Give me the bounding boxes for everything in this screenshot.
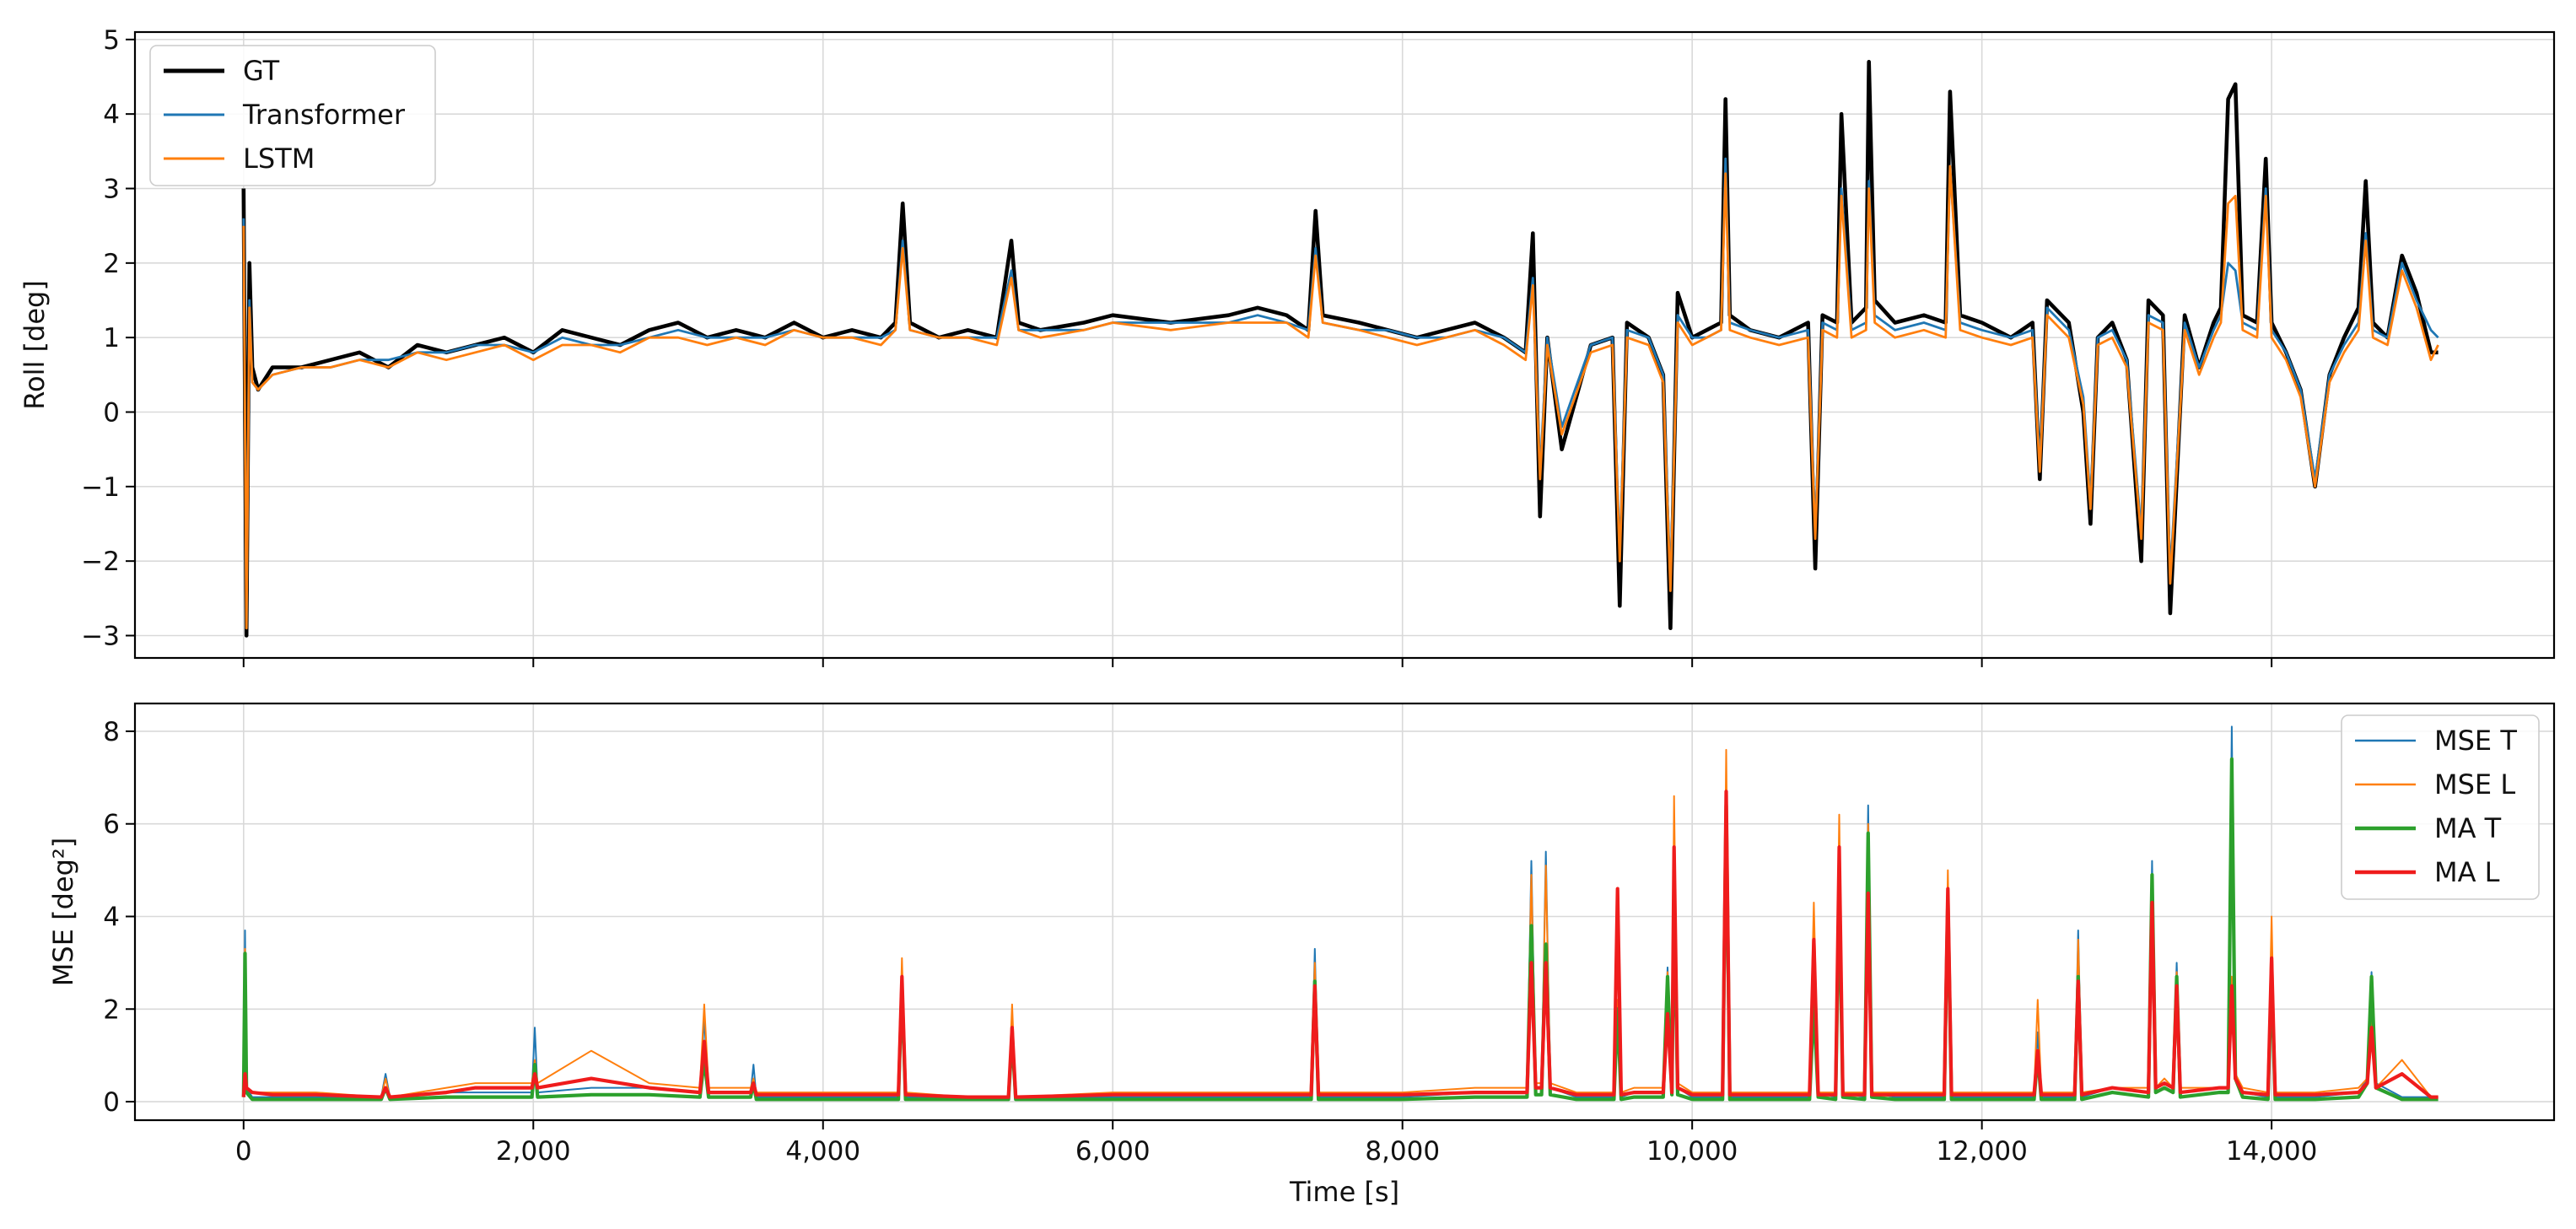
x-tick-label: 0 xyxy=(235,1136,252,1167)
legend-label-mse-t: MSE T xyxy=(2434,725,2517,757)
roll-y-axis-label: Roll [deg] xyxy=(19,280,51,410)
y-tick-label: 6 xyxy=(103,810,120,840)
y-tick-label: −1 xyxy=(81,472,120,503)
y-tick-label: 3 xyxy=(103,175,120,205)
x-axis-label: Time [s] xyxy=(1289,1176,1399,1208)
y-tick-label: 1 xyxy=(103,323,120,353)
y-tick-label: −2 xyxy=(81,547,120,577)
mse-legend: MSE T MSE L MA T MA L xyxy=(2341,714,2540,900)
mse-y-ticks: 0 2 4 6 8 xyxy=(103,717,135,1118)
mse-panel: 0 2 4 6 8 0 2,000 4,000 6,000 8,000 10,000 12,000 1… xyxy=(47,702,2556,1208)
y-tick-label: 2 xyxy=(103,249,120,279)
roll-plot-frame xyxy=(133,30,2556,660)
x-tick-label: 10,000 xyxy=(1646,1136,1738,1167)
legend-label-lstm: LSTM xyxy=(243,143,315,175)
x-tick-label: 4,000 xyxy=(785,1136,860,1167)
x-tick-label: 8,000 xyxy=(1365,1136,1440,1167)
mse-plot-area xyxy=(135,703,2554,1120)
y-tick-label: −3 xyxy=(81,622,120,652)
roll-plot-area xyxy=(135,32,2554,658)
y-tick-label: 0 xyxy=(103,398,120,429)
roll-panel: −3 −2 −1 0 1 2 3 4 5 Roll [deg] GT Transformer LST… xyxy=(19,25,2556,667)
series-line-ma-l xyxy=(241,790,2439,1099)
roll-x-ticks xyxy=(242,658,2273,667)
legend-frame xyxy=(2341,714,2540,900)
y-tick-label: 8 xyxy=(103,717,120,747)
mse-y-axis-label: MSE [deg²] xyxy=(47,838,79,986)
legend-label-ma-t: MA T xyxy=(2434,812,2502,844)
series-line-transformer xyxy=(242,157,2439,630)
x-tick-label: 2,000 xyxy=(496,1136,571,1167)
x-tick-label: 6,000 xyxy=(1075,1136,1151,1167)
roll-series-group xyxy=(241,60,2439,638)
legend-label-mse-l: MSE L xyxy=(2434,768,2515,800)
legend-frame xyxy=(149,45,436,186)
mse-plot-frame xyxy=(133,702,2556,1122)
series-line-lstm xyxy=(242,164,2439,630)
legend-label-transformer: Transformer xyxy=(242,99,406,131)
x-tick-label: 12,000 xyxy=(1936,1136,2027,1167)
legend-label-gt: GT xyxy=(243,55,280,87)
mse-series-group xyxy=(241,725,2439,1102)
roll-y-ticks: −3 −2 −1 0 1 2 3 4 5 xyxy=(81,25,135,652)
roll-legend: GT Transformer LSTM xyxy=(149,45,436,186)
y-tick-label: 2 xyxy=(103,995,120,1025)
y-tick-label: 4 xyxy=(103,100,120,130)
mse-x-ticks: 0 2,000 4,000 6,000 8,000 10,000 12,000 14,000 xyxy=(235,1120,2317,1167)
y-tick-label: 4 xyxy=(103,902,120,932)
legend-label-ma-l: MA L xyxy=(2434,856,2500,888)
y-tick-label: 0 xyxy=(103,1087,120,1118)
y-tick-label: 5 xyxy=(103,25,120,56)
x-tick-label: 14,000 xyxy=(2226,1136,2317,1167)
